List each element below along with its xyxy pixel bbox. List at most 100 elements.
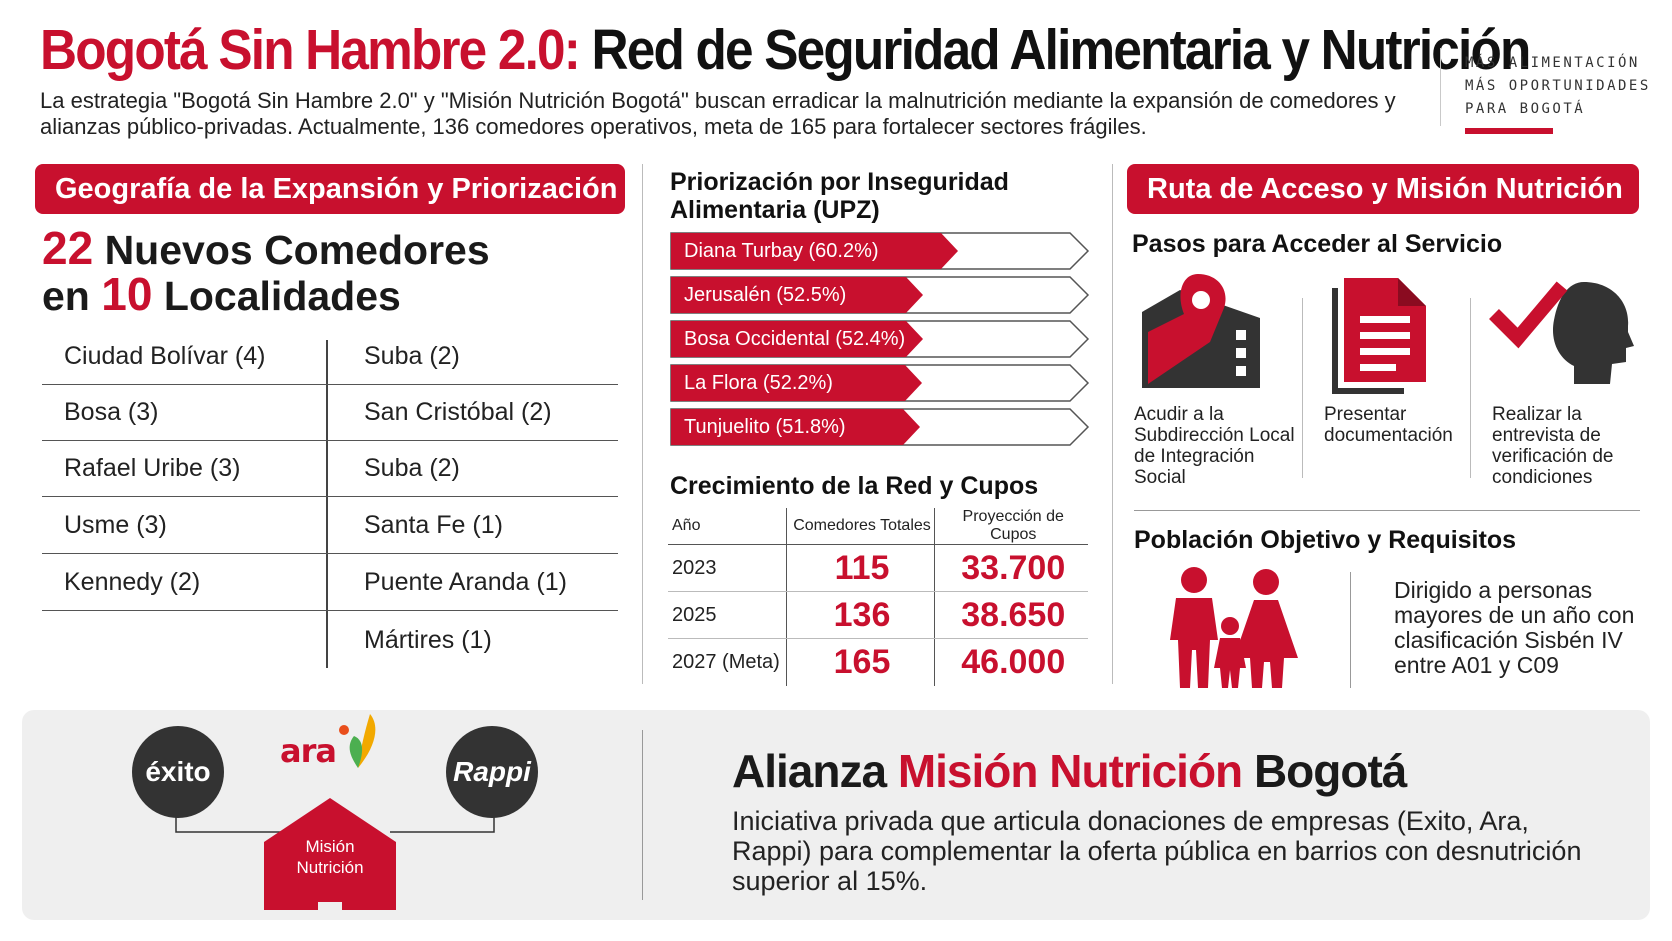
ara-logo: ara [280,732,337,770]
table-divider [326,340,328,668]
list-item: Rafael Uribe (3) [64,454,241,482]
step-line: Realizar la [1492,404,1582,425]
row-line [42,440,618,441]
header-divider [1440,48,1441,126]
growth-table: Año Comedores Totales Proyección de Cupo… [668,508,1088,686]
column-header: Año [668,508,786,545]
row-line [42,610,618,611]
section-divider [1134,510,1640,511]
row-line [42,496,618,497]
bar-label: Jerusalén (52.5%) [684,284,847,306]
tagline: MÁS ALIMENTACIÓN MÁS OPORTUNIDADES PARA … [1465,52,1651,121]
list-item: Suba (2) [364,454,460,482]
banner-expansion: Geografía de la Expansión y Priorización [35,164,625,214]
bird-icon [339,714,376,768]
tagline-line: MÁS ALIMENTACIÓN [1465,55,1640,71]
bar-row: Tunjuelito (51.8%) [670,408,1090,446]
comedores-cell: 165 [785,638,934,686]
step-text: Acudir a la Subdirección Local de Integr… [1134,404,1295,488]
prefix-localidades: en [42,273,90,319]
step-line: de Integración [1134,446,1255,467]
alianza-title-part: Misión Nutrición [897,745,1243,797]
bar-label: Tunjuelito (51.8%) [684,416,846,438]
list-item: Kennedy (2) [64,568,201,596]
priorizacion-title-line: Alimentaria (UPZ) [670,196,880,224]
list-item: San Cristóbal (2) [364,398,552,426]
step-text: Presentar documentación [1324,404,1453,446]
alianza-title: Alianza Misión Nutrición Bogotá [732,744,1407,798]
step-divider [1470,298,1471,478]
comedores-cell: 136 [785,591,934,639]
step-line: verificación de [1492,446,1614,467]
poblacion-line: entre A01 y C09 [1394,652,1559,678]
bar-row: Diana Turbay (60.2%) [670,232,1090,270]
year-cell: 2027 (Meta) [672,650,780,673]
poblacion-divider [1350,572,1351,688]
step-line: entrevista de [1492,425,1601,446]
step-line: condiciones [1492,467,1593,488]
priorizacion-title-line: Priorización por Inseguridad [670,168,1009,196]
bar-label: Bosa Occidental (52.4%) [684,328,906,350]
page-title: Bogotá Sin Hambre 2.0: Red de Seguridad … [40,14,1531,86]
step-line: documentación [1324,425,1453,446]
house-label-line: Misión [305,837,355,856]
pasos-title: Pasos para Acceder al Servicio [1132,230,1503,258]
bar-shape [670,320,1090,358]
tagline-accent-bar [1465,128,1553,134]
count-localidades: 10 [101,268,153,320]
poblacion-line: Dirigido a personas [1394,577,1593,603]
list-item: Ciudad Bolívar (4) [64,342,266,370]
bar-shape [670,408,1090,446]
step-divider [1302,298,1303,478]
bar-row: Bosa Occidental (52.4%) [670,320,1090,358]
bar-shape [670,232,1090,270]
bar-shape [670,276,1090,314]
label-comedores: Nuevos Comedores [104,227,490,273]
poblacion-line: clasificación Sisbén IV [1394,627,1623,653]
table-row: 2027 (Meta) 165 46.000 [668,638,1088,686]
cupos-cell: 46.000 [933,638,1088,686]
bar-row: Jerusalén (52.5%) [670,276,1090,314]
alianza-title-part: Alianza [732,745,887,797]
building-location-icon [1142,274,1260,388]
tagline-line: PARA BOGOTÁ [1465,101,1586,117]
comedores-headline: 22 Nuevos Comedores en 10 Localidades [42,225,490,320]
house-label-line: Nutrición [296,858,364,877]
exito-logo: éxito [132,726,224,818]
list-item: Santa Fe (1) [364,511,503,539]
list-item: Bosa (3) [64,398,159,426]
bar-shape [670,364,1090,402]
poblacion-line: mayores de un año con [1394,602,1635,628]
title-red: Bogotá Sin Hambre 2.0: [40,18,581,82]
column-header: Comedores Totales [785,508,934,545]
localidades-table: Ciudad Bolívar (4) Bosa (3) Rafael Uribe… [42,328,618,668]
table-header-row: Año Comedores Totales Proyección de Cupo… [668,508,1088,545]
intro-text: La estrategia "Bogotá Sin Hambre 2.0" y … [40,88,1396,139]
bar-row: La Flora (52.2%) [670,364,1090,402]
document-icon [1332,278,1426,394]
year-cell: 2023 [668,544,786,592]
column-divider [642,164,643,684]
banner-ruta: Ruta de Acceso y Misión Nutrición [1127,164,1639,214]
bar-label: Diana Turbay (60.2%) [684,240,879,262]
poblacion-title: Población Objetivo y Requisitos [1134,526,1517,554]
alianza-divider [642,730,643,900]
column-header: Proyección de Cupos [933,508,1088,545]
year-cell: 2025 [668,591,786,639]
step-line: Social [1134,467,1186,488]
table-row: 2023 115 33.700 [668,544,1088,592]
step-line: Subdirección Local [1134,425,1295,446]
crecimiento-title: Crecimiento de la Red y Cupos [670,472,1039,500]
cupos-cell: 38.650 [933,591,1088,639]
alianza-description: Iniciativa privada que articula donacion… [732,806,1582,896]
row-line [42,553,618,554]
label-localidades: Localidades [163,273,401,319]
mision-house-label: Misión Nutrición [264,836,396,878]
table-row: 2025 136 38.650 [668,591,1088,639]
cupos-cell: 33.700 [933,544,1088,592]
bar-label: La Flora (52.2%) [684,372,833,394]
check-head-icon [1489,281,1634,384]
comedores-cell: 115 [785,544,934,592]
step-text: Realizar la entrevista de verificación d… [1492,404,1613,488]
list-item: Mártires (1) [364,626,492,654]
